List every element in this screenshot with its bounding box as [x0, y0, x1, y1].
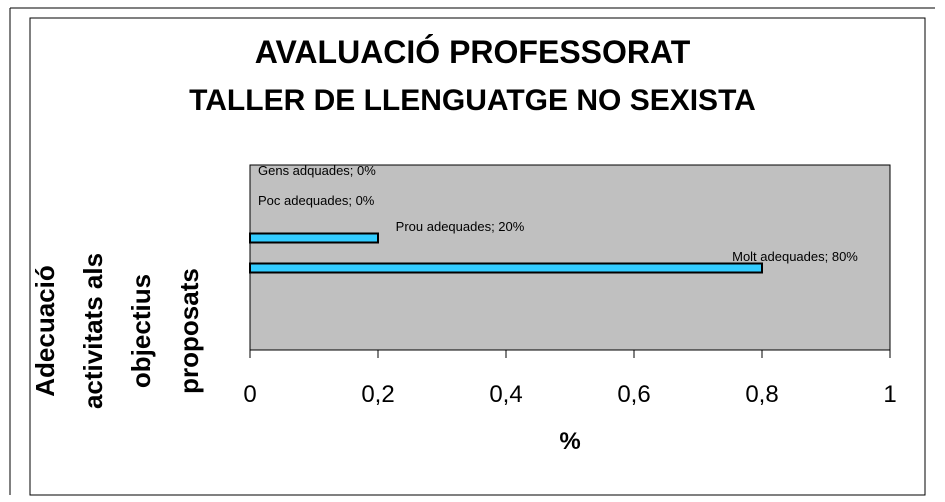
bar — [249, 232, 379, 244]
x-axis-label: % — [559, 428, 581, 455]
data-label: Molt adequades; 80% — [732, 249, 858, 264]
plot-area — [249, 164, 891, 351]
data-label: Prou adequades; 20% — [395, 219, 525, 234]
data-label: Poc adequades; 0% — [258, 193, 375, 208]
x-tick-label: 0,4 — [489, 381, 522, 408]
x-tick-label: 0,2 — [361, 381, 394, 408]
x-tick-label: 1 — [883, 381, 896, 408]
data-label: Gens adquades; 0% — [258, 163, 376, 178]
x-tick-label: 0,6 — [617, 381, 650, 408]
x-tick-label: 0,8 — [745, 381, 778, 408]
bar — [249, 262, 763, 274]
chart-title: AVALUACIÓ PROFESSORAT — [254, 34, 691, 70]
x-tick-label: 0 — [243, 381, 256, 408]
chart-subtitle: TALLER DE LLENGUATGE NO SEXISTA — [189, 84, 756, 117]
y-axis-label: Adecuació activitats als objectius propo… — [30, 252, 204, 410]
